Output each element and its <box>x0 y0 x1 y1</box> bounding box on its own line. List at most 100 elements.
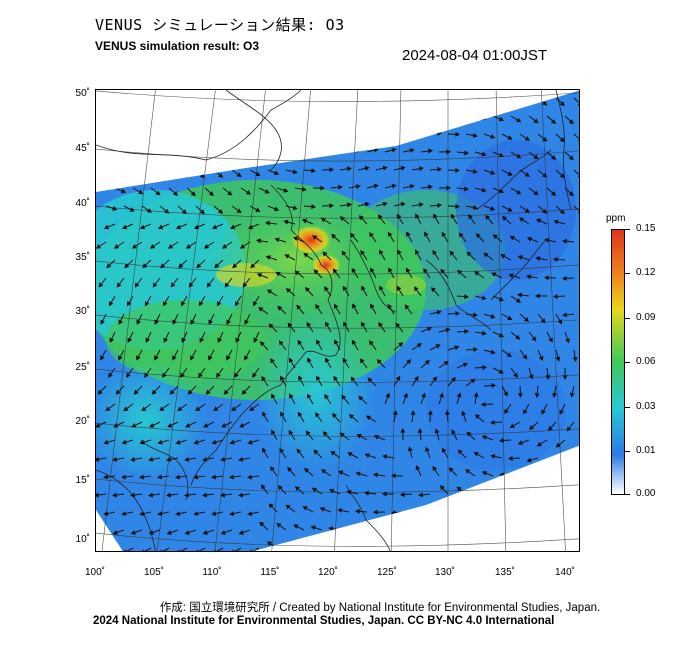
wind-arrow-head <box>450 376 456 383</box>
wind-arrow-shaft <box>105 169 117 175</box>
wind-arrow-head <box>184 456 190 462</box>
wind-arrow-shaft <box>491 526 503 531</box>
wind-arrow-head <box>416 343 422 348</box>
lat-label: 40˚ <box>75 198 90 209</box>
wind-arrow-head <box>498 116 505 122</box>
wind-arrow-head <box>275 271 281 277</box>
wind-arrow-head <box>418 202 424 208</box>
wind-arrow-head <box>341 250 347 256</box>
wind-arrow-head <box>498 437 504 443</box>
wind-arrow-head <box>181 173 187 179</box>
wind-arrow-head <box>528 523 534 528</box>
wind-arrow-shaft <box>302 544 314 549</box>
wind-arrow-head <box>548 337 553 343</box>
wind-arrow-head <box>329 95 335 101</box>
wind-arrow-head <box>129 207 135 212</box>
wind-arrow-head <box>508 490 513 496</box>
wind-arrow-shaft <box>123 547 134 551</box>
wind-arrow-head <box>105 406 111 412</box>
wind-arrow-head <box>136 319 141 325</box>
wind-arrow-head <box>559 173 565 179</box>
wind-arrow-head <box>199 101 205 107</box>
wind-arrow-head <box>181 137 187 143</box>
wind-arrow-shaft <box>177 133 187 142</box>
wind-arrow-head <box>418 130 424 136</box>
wind-arrow-head <box>229 474 234 480</box>
wind-arrow-head <box>250 263 256 269</box>
wind-arrow-shaft <box>159 97 169 106</box>
wind-arrow-head <box>181 337 187 343</box>
wind-arrow-head <box>112 456 118 462</box>
wind-arrow-head <box>265 255 271 260</box>
wind-arrow-head <box>214 263 220 269</box>
wind-arrow-head <box>319 507 325 512</box>
wind-arrow-head <box>306 393 312 399</box>
wind-arrow-head <box>319 544 324 550</box>
wind-arrow-head <box>517 393 523 399</box>
wind-arrow-head <box>559 101 565 107</box>
wind-arrow-head <box>169 389 175 395</box>
wind-arrow-head <box>490 453 496 459</box>
wind-arrow-head <box>199 209 205 215</box>
wind-arrow-head <box>354 545 360 551</box>
wind-arrow-shaft <box>141 169 152 177</box>
wind-arrow-head <box>498 296 505 302</box>
wind-arrow-head <box>536 218 542 224</box>
wind-arrow-head <box>425 446 430 452</box>
wind-arrow-head <box>220 456 226 462</box>
wind-arrow-head <box>542 208 548 214</box>
wind-arrow-head <box>373 472 379 478</box>
wind-arrow-shaft <box>383 529 395 532</box>
wind-arrow-shaft <box>105 547 116 551</box>
wind-arrow-head <box>149 243 156 249</box>
wind-arrow-shaft <box>249 133 260 140</box>
wind-arrow-head <box>392 410 398 416</box>
wind-arrow-head <box>516 153 522 159</box>
colorbar-tick <box>624 407 630 408</box>
wind-arrow-shaft <box>339 95 351 99</box>
wind-arrow-shaft <box>393 94 405 99</box>
wind-arrow-shaft <box>556 504 566 513</box>
wind-arrow-head <box>399 492 405 498</box>
wind-arrow-head <box>523 409 528 415</box>
wind-arrow-head <box>303 252 309 258</box>
wind-arrow-head <box>325 321 330 327</box>
wind-arrow-head <box>100 355 105 361</box>
wind-arrow-head <box>258 307 264 312</box>
wind-arrow-head <box>297 411 303 417</box>
wind-arrow-head <box>234 372 239 378</box>
wind-arrow-head <box>292 169 298 175</box>
wind-arrow-shaft <box>474 115 486 120</box>
wind-arrow-shaft <box>500 508 512 513</box>
wind-arrow-shaft <box>320 546 332 549</box>
wind-arrow-head <box>338 148 343 154</box>
wind-arrow-head <box>154 355 159 361</box>
wind-arrow-head <box>342 285 348 291</box>
wind-arrow-head <box>515 298 522 303</box>
wind-arrow-head <box>566 520 572 526</box>
wind-arrow-head <box>507 455 513 461</box>
wind-arrow-head <box>346 166 352 172</box>
wind-arrow-head <box>343 321 348 327</box>
wind-arrow-head <box>458 232 464 238</box>
colorbar-label: 0.15 <box>636 223 656 234</box>
lat-label: 15˚ <box>75 475 90 486</box>
wind-arrow-head <box>524 172 530 177</box>
colorbar <box>611 229 625 495</box>
wind-arrow-head <box>134 282 140 288</box>
wind-arrow-head <box>279 447 285 454</box>
wind-arrow-head <box>472 526 478 532</box>
wind-arrow-head <box>559 409 565 415</box>
wind-arrow-head <box>294 270 300 276</box>
wind-arrow-head <box>440 268 446 274</box>
wind-arrow-shaft <box>528 523 539 531</box>
wind-arrow-head <box>175 511 181 517</box>
wind-arrow-head <box>277 305 283 311</box>
wind-arrow-head <box>166 492 171 498</box>
lon-label: 140˚ <box>554 567 575 578</box>
wind-arrow-head <box>531 336 537 342</box>
wind-arrow-shaft <box>509 524 521 531</box>
colorbar-tick <box>624 229 630 230</box>
wind-arrow-head <box>550 119 557 124</box>
wind-arrow-head <box>284 254 290 259</box>
